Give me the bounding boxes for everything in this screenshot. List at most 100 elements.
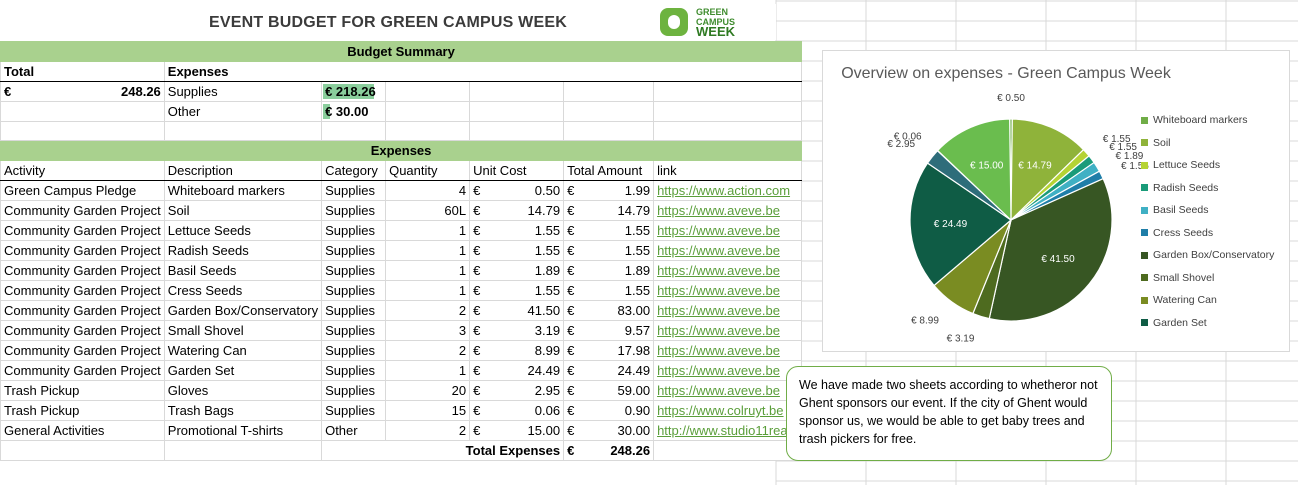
total-amount-cell[interactable]: €1.55 — [563, 280, 655, 301]
quantity-cell[interactable]: 1 — [385, 280, 471, 301]
summary-value-bar[interactable]: € 30.00 — [321, 101, 387, 122]
total-amount-cell[interactable]: €0.90 — [563, 400, 655, 421]
unit-cost-cell[interactable]: €1.55 — [469, 220, 565, 241]
description-cell[interactable]: Trash Bags — [163, 400, 323, 421]
unit-cost-cell[interactable]: €2.95 — [469, 380, 565, 401]
empty-cell[interactable] — [653, 121, 803, 141]
description-cell[interactable]: Garden Box/Conservatory — [163, 300, 323, 321]
legend-item[interactable]: Soil — [1141, 132, 1274, 155]
quantity-cell[interactable]: 15 — [385, 400, 471, 421]
description-cell[interactable]: Garden Set — [163, 360, 323, 381]
link-cell[interactable]: https://www.aveve.be — [653, 200, 803, 221]
link-cell[interactable]: https://www.aveve.be — [653, 280, 803, 301]
empty-cell[interactable] — [385, 81, 471, 102]
description-cell[interactable]: Soil — [163, 200, 323, 221]
total-amount-cell[interactable]: €1.55 — [563, 220, 655, 241]
activity-cell[interactable]: Community Garden Project — [0, 360, 165, 381]
quantity-cell[interactable]: 2 — [385, 420, 471, 441]
legend-item[interactable]: Radish Seeds — [1141, 177, 1274, 200]
link-cell[interactable]: https://www.aveve.be — [653, 320, 803, 341]
category-cell[interactable]: Supplies — [321, 200, 387, 221]
quantity-cell[interactable]: 1 — [385, 220, 471, 241]
total-value-cell[interactable]: €248.26 — [0, 81, 165, 102]
unit-cost-cell[interactable]: €1.55 — [469, 240, 565, 261]
activity-cell[interactable]: Community Garden Project — [0, 340, 165, 361]
category-cell[interactable]: Supplies — [321, 380, 387, 401]
activity-cell[interactable]: Trash Pickup — [0, 400, 165, 421]
quantity-cell[interactable]: 1 — [385, 260, 471, 281]
quantity-cell[interactable]: 4 — [385, 180, 471, 201]
description-cell[interactable]: Whiteboard markers — [163, 180, 323, 201]
link-cell[interactable]: https://www.aveve.be — [653, 380, 803, 401]
total-expenses-value[interactable]: €248.26 — [563, 440, 655, 461]
total-amount-cell[interactable]: €83.00 — [563, 300, 655, 321]
pie-slice-soil[interactable] — [1010, 118, 1085, 222]
summary-value-bar[interactable]: € 218.26 — [321, 81, 387, 102]
empty-cell[interactable] — [563, 121, 655, 141]
category-cell[interactable]: Other — [321, 420, 387, 441]
expenses-band-label[interactable]: Expenses — [0, 140, 803, 161]
pie-slice-promotional-t-shirts[interactable] — [936, 118, 1012, 222]
legend-item[interactable]: Whiteboard markers — [1141, 109, 1274, 132]
activity-cell[interactable]: Green Campus Pledge — [0, 180, 165, 201]
total-label[interactable]: Total — [0, 61, 165, 82]
quantity-cell[interactable]: 3 — [385, 320, 471, 341]
activity-cell[interactable]: Community Garden Project — [0, 240, 165, 261]
unit-cost-cell[interactable]: €24.49 — [469, 360, 565, 381]
pie-slice-garden-box-conservatory[interactable] — [988, 177, 1113, 322]
total-amount-cell[interactable]: €24.49 — [563, 360, 655, 381]
unit-cost-cell[interactable]: €14.79 — [469, 200, 565, 221]
empty-cell[interactable] — [0, 121, 165, 141]
legend-item[interactable]: Garden Box/Conservatory — [1141, 244, 1274, 267]
legend-item[interactable]: Basil Seeds — [1141, 199, 1274, 222]
activity-cell[interactable]: Community Garden Project — [0, 300, 165, 321]
column-header[interactable]: Total Amount — [563, 160, 655, 181]
link-cell[interactable]: https://www.aveve.be — [653, 300, 803, 321]
category-cell[interactable]: Supplies — [321, 300, 387, 321]
total-amount-cell[interactable]: €1.55 — [563, 240, 655, 261]
expenses-pie-chart[interactable]: Overview on expenses - Green Campus Week… — [822, 50, 1290, 352]
total-amount-cell[interactable]: €59.00 — [563, 380, 655, 401]
description-cell[interactable]: Small Shovel — [163, 320, 323, 341]
total-amount-cell[interactable]: €1.89 — [563, 260, 655, 281]
quantity-cell[interactable]: 1 — [385, 240, 471, 261]
activity-cell[interactable]: Community Garden Project — [0, 260, 165, 281]
description-cell[interactable]: Radish Seeds — [163, 240, 323, 261]
activity-cell[interactable]: Community Garden Project — [0, 220, 165, 241]
column-header[interactable]: Unit Cost — [469, 160, 565, 181]
empty-cell[interactable] — [469, 101, 565, 122]
category-cell[interactable]: Supplies — [321, 400, 387, 421]
legend-item[interactable]: Cress Seeds — [1141, 222, 1274, 245]
quantity-cell[interactable]: 1 — [385, 360, 471, 381]
link-cell[interactable]: https://www.aveve.be — [653, 240, 803, 261]
link-cell[interactable]: https://www.aveve.be — [653, 340, 803, 361]
quantity-cell[interactable]: 60L — [385, 200, 471, 221]
quantity-cell[interactable]: 20 — [385, 380, 471, 401]
empty-cell[interactable] — [653, 440, 803, 461]
summary-band-label[interactable]: Budget Summary — [0, 41, 803, 62]
category-cell[interactable]: Supplies — [321, 360, 387, 381]
description-cell[interactable]: Lettuce Seeds — [163, 220, 323, 241]
column-header[interactable]: Activity — [0, 160, 165, 181]
category-cell[interactable]: Supplies — [321, 220, 387, 241]
link-cell[interactable]: https://www.aveve.be — [653, 360, 803, 381]
unit-cost-cell[interactable]: €8.99 — [469, 340, 565, 361]
link-cell[interactable]: https://www.colruyt.be — [653, 400, 803, 421]
activity-cell[interactable]: Community Garden Project — [0, 200, 165, 221]
total-amount-cell[interactable]: €17.98 — [563, 340, 655, 361]
empty-cell[interactable] — [385, 121, 471, 141]
empty-cell[interactable] — [563, 101, 655, 122]
empty-cell[interactable] — [653, 81, 803, 102]
empty-cell[interactable] — [653, 101, 803, 122]
unit-cost-cell[interactable]: €0.06 — [469, 400, 565, 421]
total-amount-cell[interactable]: €14.79 — [563, 200, 655, 221]
empty-cell[interactable] — [469, 121, 565, 141]
empty-cell[interactable] — [0, 440, 165, 461]
column-header[interactable]: Description — [163, 160, 323, 181]
legend-item[interactable]: Watering Can — [1141, 289, 1274, 312]
quantity-cell[interactable]: 2 — [385, 340, 471, 361]
activity-cell[interactable]: Community Garden Project — [0, 280, 165, 301]
description-cell[interactable]: Cress Seeds — [163, 280, 323, 301]
legend-item[interactable]: Lettuce Seeds — [1141, 154, 1274, 177]
link-cell[interactable]: https://www.aveve.be — [653, 260, 803, 281]
